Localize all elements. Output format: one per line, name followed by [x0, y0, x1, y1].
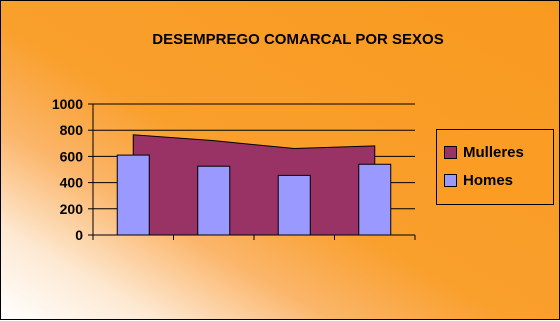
bar-homes-0 [116, 154, 150, 236]
axes [88, 103, 416, 240]
y-tick-label-0: 0 [75, 227, 83, 243]
legend-label-mulleres: Mulleres [463, 143, 524, 161]
y-tick-label-200: 200 [60, 201, 84, 217]
legend: Mulleres Homes [436, 129, 554, 205]
tick-labels: 0 200 400 600 800 1000 [52, 96, 83, 243]
legend-item-homes: Homes [444, 166, 553, 194]
area-mulleres [132, 134, 376, 236]
chart-title: DESEMPREGO COMARCAL POR SEXOS [152, 31, 443, 48]
bar-homes-3 [358, 163, 392, 236]
bar-homes-1 [197, 165, 231, 236]
bar-homes-2 [277, 174, 311, 236]
legend-label-homes: Homes [463, 171, 514, 189]
area-series [132, 134, 376, 236]
legend-swatch-mulleres [444, 145, 457, 159]
y-tick-label-400: 400 [60, 175, 84, 191]
legend-item-mulleres: Mulleres [444, 138, 553, 166]
y-tick-label-600: 600 [60, 148, 84, 164]
y-tick-label-800: 800 [60, 122, 84, 138]
legend-swatch-homes [444, 173, 457, 187]
y-tick-label-1000: 1000 [52, 96, 83, 112]
bar-series [116, 154, 392, 236]
